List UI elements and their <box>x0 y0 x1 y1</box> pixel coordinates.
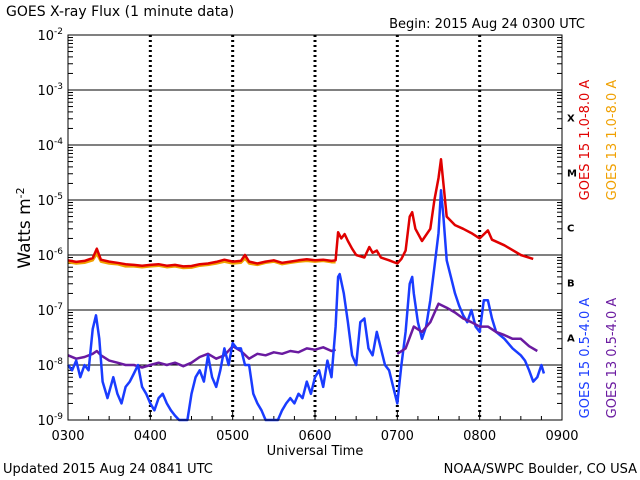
svg-text:Watts m-2: Watts m-2 <box>14 187 35 268</box>
y-tick-exp: -7 <box>54 302 63 312</box>
y-tick-label: 10-4 <box>37 137 63 154</box>
series-line <box>396 302 538 355</box>
credit: NOAA/SWPC Boulder, CO USA <box>444 462 637 477</box>
y-tick-base: 10 <box>37 304 54 319</box>
flare-class-label: M <box>567 169 577 180</box>
grid <box>68 35 562 420</box>
y-tick-label: 10-6 <box>37 247 63 264</box>
y-tick-exp: -8 <box>54 357 63 367</box>
y-tick-base: 10 <box>37 249 54 264</box>
y-tick-exp: -4 <box>54 137 63 147</box>
legend-item: GOES 15 0.5-4.0 A <box>578 298 593 419</box>
y-tick-label: 10-2 <box>37 27 63 44</box>
legend-item: GOES 15 1.0-8.0 A <box>578 80 593 201</box>
x-tick-label: 0800 <box>463 429 496 444</box>
x-tick-label: 0400 <box>134 429 167 444</box>
y-axis-label: Watts m-2 <box>14 187 35 268</box>
y-tick-base: 10 <box>37 139 54 154</box>
y-tick-exp: -3 <box>54 82 63 92</box>
x-axis-ticks: 0300 0400 0500 0600 0700 0800 0900 <box>51 412 579 444</box>
flare-class-label: A <box>567 334 575 345</box>
chart-title: GOES X-ray Flux (1 minute data) <box>6 4 234 20</box>
x-tick-label: 0600 <box>298 429 331 444</box>
legend-item: GOES 13 1.0-8.0 A <box>605 80 620 201</box>
y-axis-label-exp: -2 <box>14 187 27 198</box>
y-tick-exp: -5 <box>54 192 63 202</box>
flare-class-label: B <box>567 279 575 290</box>
y-tick-exp: -6 <box>54 247 63 257</box>
x-tick-label: 0500 <box>216 429 249 444</box>
y-tick-base: 10 <box>37 29 54 44</box>
y-tick-label: 10-9 <box>37 412 63 429</box>
legend-label: GOES 15 0.5-4.0 A <box>578 298 593 419</box>
updated-time: Updated 2015 Aug 24 0841 UTC <box>3 462 213 477</box>
y-tick-base: 10 <box>37 84 54 99</box>
x-axis-label: Universal Time <box>267 444 364 459</box>
y-tick-label: 10-3 <box>37 82 63 99</box>
y-tick-base: 10 <box>37 194 54 209</box>
legend-item: GOES 13 0.5-4.0 A <box>605 298 620 419</box>
begin-time: Begin: 2015 Aug 24 0300 UTC <box>389 17 585 32</box>
legend-label: GOES 15 1.0-8.0 A <box>578 80 593 201</box>
y-tick-base: 10 <box>37 359 54 374</box>
x-tick-label: 0900 <box>545 429 578 444</box>
legend-label: GOES 13 1.0-8.0 A <box>605 80 620 201</box>
x-tick-label: 0300 <box>51 429 84 444</box>
legend: GOES 15 1.0-8.0 A GOES 13 1.0-8.0 A GOES 1… <box>578 80 620 419</box>
y-tick-label: 10-8 <box>37 357 63 374</box>
flare-class-labels: A B C M X <box>567 114 577 345</box>
y-tick-label: 10-5 <box>37 192 63 209</box>
y-axis-ticks: 10-910-810-710-610-510-410-310-2 <box>37 27 562 429</box>
x-tick-label: 0700 <box>381 429 414 444</box>
series-line <box>67 189 546 422</box>
y-tick-label: 10-7 <box>37 302 63 319</box>
series-line <box>67 158 534 268</box>
y-tick-exp: -9 <box>54 412 63 422</box>
plot-frame <box>67 34 563 421</box>
y-tick-base: 10 <box>37 414 54 429</box>
series-lines <box>67 158 546 422</box>
series-line <box>67 344 336 369</box>
flare-class-label: X <box>567 114 575 125</box>
y-tick-exp: -2 <box>54 27 63 37</box>
flare-class-label: C <box>567 224 574 235</box>
y-axis-label-base: Watts m <box>15 198 35 268</box>
legend-label: GOES 13 0.5-4.0 A <box>605 298 620 419</box>
